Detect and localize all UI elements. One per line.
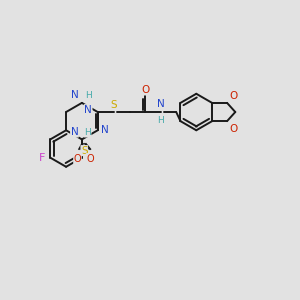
Text: O: O bbox=[86, 154, 94, 164]
Text: O: O bbox=[229, 91, 237, 100]
Text: N: N bbox=[71, 90, 79, 100]
Text: O: O bbox=[141, 85, 149, 95]
Text: O: O bbox=[74, 154, 81, 164]
Text: N: N bbox=[84, 105, 92, 115]
Text: S: S bbox=[81, 146, 88, 156]
Text: N: N bbox=[157, 99, 165, 109]
Text: H: H bbox=[157, 116, 164, 125]
Text: S: S bbox=[111, 100, 117, 110]
Text: O: O bbox=[229, 124, 237, 134]
Text: H: H bbox=[85, 91, 92, 100]
Text: H: H bbox=[84, 128, 91, 137]
Text: N: N bbox=[100, 125, 108, 135]
Text: F: F bbox=[39, 153, 45, 163]
Text: N: N bbox=[70, 127, 78, 137]
